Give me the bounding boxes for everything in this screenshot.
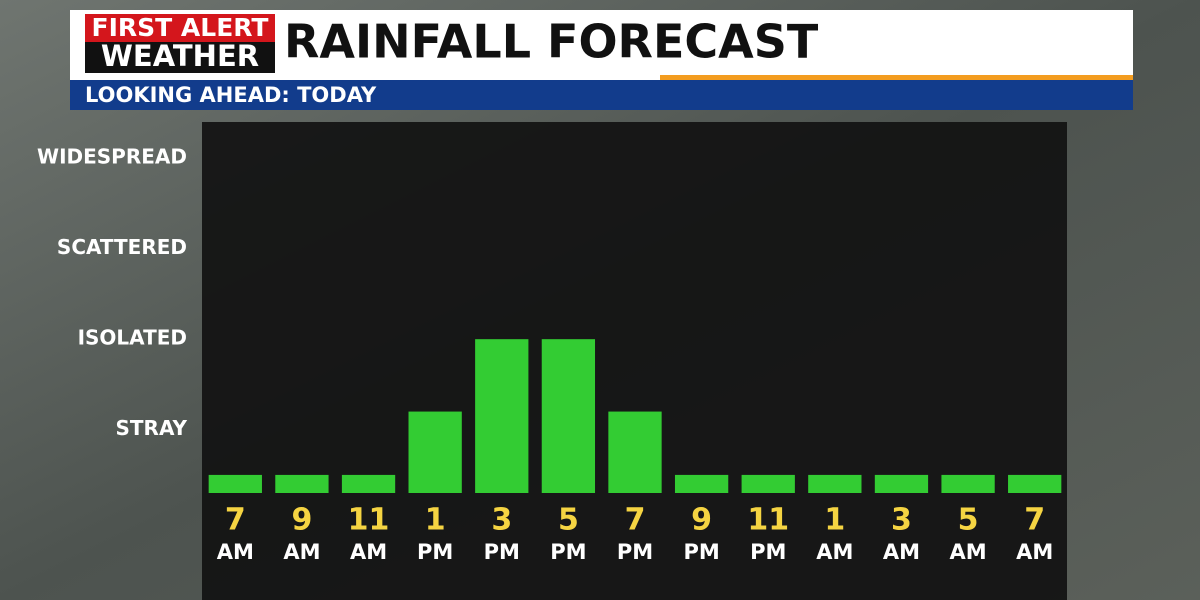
x-tick-label: 9 (691, 503, 712, 538)
subtitle-bar (70, 80, 1133, 110)
x-tick-label: AM (283, 540, 320, 564)
bar (541, 339, 596, 493)
bar (1008, 474, 1062, 493)
logo-text: FIRST ALERT (92, 13, 269, 42)
x-tick-label: AM (350, 540, 387, 564)
x-tick-label: 11 (348, 503, 390, 538)
x-tick-label: PM (750, 540, 786, 564)
bar (941, 474, 995, 493)
x-tick-label: 11 (747, 503, 789, 538)
chart-title: RAINFALL FORECAST (284, 15, 819, 69)
bar (608, 411, 662, 493)
x-tick-label: AM (1016, 540, 1053, 564)
x-tick-label: PM (617, 540, 653, 564)
bar (741, 474, 795, 493)
x-tick-label: AM (883, 540, 920, 564)
x-tick-label: 1 (824, 503, 845, 538)
y-tick-label: SCATTERED (57, 235, 187, 259)
x-tick-label: PM (683, 540, 719, 564)
x-tick-label: 3 (891, 503, 912, 538)
y-tick-label: ISOLATED (78, 326, 187, 350)
bar (208, 474, 262, 493)
x-tick-label: 5 (558, 503, 579, 538)
bar (874, 474, 929, 493)
bar (408, 411, 462, 493)
x-tick-label: AM (217, 540, 254, 564)
x-tick-label: PM (417, 540, 453, 564)
x-tick-label: 1 (425, 503, 446, 538)
y-tick-label: WIDESPREAD (37, 145, 187, 169)
x-tick-label: 5 (958, 503, 979, 538)
x-tick-label: PM (484, 540, 520, 564)
logo-text: WEATHER (101, 39, 259, 73)
x-tick-label: PM (550, 540, 586, 564)
logo-bottom (85, 42, 275, 73)
x-tick-label: 7 (1024, 503, 1045, 538)
x-tick-label: AM (949, 540, 986, 564)
bar (674, 474, 729, 493)
x-tick-label: 9 (291, 503, 312, 538)
x-tick-label: 7 (225, 503, 246, 538)
y-tick-label: STRAY (116, 416, 188, 440)
bar (475, 339, 529, 493)
x-tick-label: 7 (625, 503, 646, 538)
chart-subtitle: LOOKING AHEAD: TODAY (85, 83, 377, 107)
bar (275, 474, 329, 493)
plot-area (202, 122, 1067, 600)
logo-top (85, 14, 275, 42)
bar (808, 474, 862, 493)
header-accent (660, 75, 1133, 80)
x-tick-label: 3 (491, 503, 512, 538)
x-tick-label: AM (816, 540, 853, 564)
bar (341, 474, 396, 493)
